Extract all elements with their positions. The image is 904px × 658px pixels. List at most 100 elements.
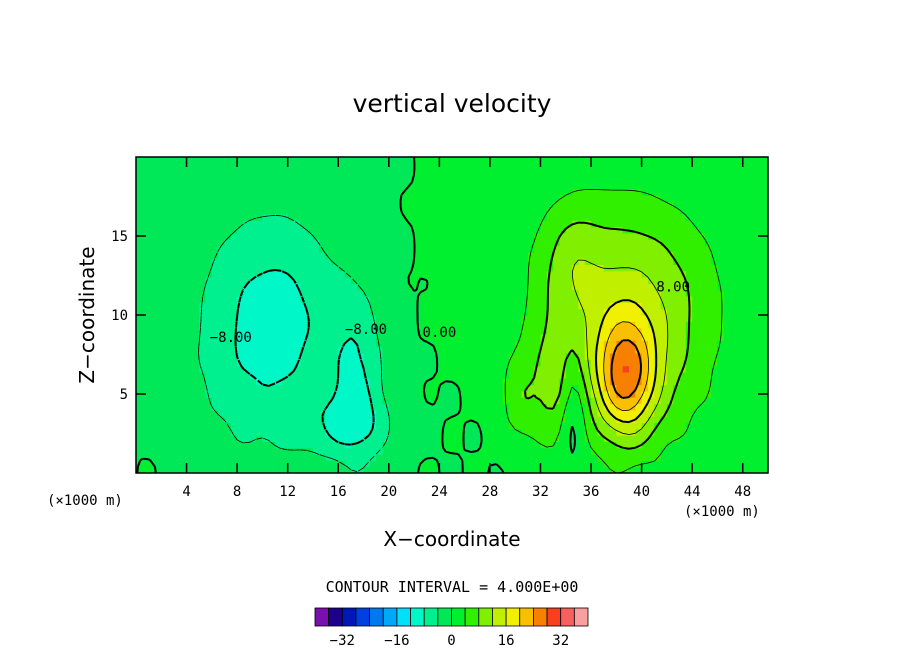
heatmap-cell xyxy=(445,251,453,259)
heatmap-cell xyxy=(489,359,497,367)
heatmap-cell xyxy=(401,251,409,259)
heatmap-cell xyxy=(306,239,314,247)
heatmap-cell xyxy=(464,270,472,278)
heatmap-cell xyxy=(502,232,510,240)
heatmap-cell xyxy=(136,371,143,379)
heatmap-cell xyxy=(180,226,188,234)
heatmap-cell xyxy=(591,365,598,373)
heatmap-cell xyxy=(616,327,624,335)
heatmap-cell xyxy=(433,315,440,322)
heatmap-cell xyxy=(553,321,561,329)
heatmap-cell xyxy=(603,460,611,468)
heatmap-cell xyxy=(698,441,706,449)
heatmap-cell xyxy=(470,340,478,348)
heatmap-cell xyxy=(357,308,365,316)
heatmap-cell xyxy=(382,340,390,348)
heatmap-cell xyxy=(742,163,750,171)
heatmap-cell xyxy=(527,308,535,316)
heatmap-cell xyxy=(243,340,251,348)
heatmap-cell xyxy=(641,239,649,247)
heatmap-cell xyxy=(610,175,617,183)
heatmap-cell xyxy=(173,460,181,468)
heatmap-cell xyxy=(641,182,649,190)
heatmap-cell xyxy=(711,390,719,398)
heatmap-cell xyxy=(218,346,226,354)
heatmap-cell xyxy=(382,277,390,284)
heatmap-cell xyxy=(477,466,485,473)
heatmap-cell xyxy=(692,371,700,379)
heatmap-cell xyxy=(496,163,504,171)
heatmap-cell xyxy=(597,182,605,190)
heatmap-cell xyxy=(136,182,143,190)
heatmap-cell xyxy=(382,346,390,354)
heatmap-cell xyxy=(553,220,561,228)
heatmap-cell xyxy=(312,258,320,266)
heatmap-cell xyxy=(628,270,636,278)
heatmap-cell xyxy=(477,365,485,373)
heatmap-cell xyxy=(578,296,586,303)
heatmap-cell xyxy=(262,371,270,379)
heatmap-cell xyxy=(211,169,219,177)
heatmap-cell xyxy=(654,226,662,234)
heatmap-cell xyxy=(584,207,592,215)
heatmap-cell xyxy=(376,239,384,247)
heatmap-cell xyxy=(325,390,333,398)
heatmap-cell xyxy=(243,264,251,272)
heatmap-cell xyxy=(445,327,453,335)
heatmap-cell xyxy=(565,321,573,329)
heatmap-cell xyxy=(698,194,706,202)
heatmap-cell xyxy=(167,175,175,183)
heatmap-cell xyxy=(414,428,421,436)
heatmap-cell xyxy=(142,283,150,291)
heatmap-cell xyxy=(218,188,226,196)
heatmap-cell xyxy=(173,321,181,329)
heatmap-cell xyxy=(312,365,320,373)
heatmap-cell xyxy=(458,441,466,449)
heatmap-cell xyxy=(148,289,156,297)
heatmap-cell xyxy=(654,213,662,221)
heatmap-cell xyxy=(275,403,282,411)
heatmap-cell xyxy=(515,460,523,468)
heatmap-cell xyxy=(755,296,763,303)
heatmap-cell xyxy=(186,239,194,247)
heatmap-cell xyxy=(742,365,750,373)
heatmap-cell xyxy=(306,454,314,461)
heatmap-cell xyxy=(736,226,744,234)
heatmap-cell xyxy=(527,188,535,196)
heatmap-cell xyxy=(268,460,276,468)
heatmap-cell xyxy=(673,251,681,259)
heatmap-cell xyxy=(211,220,219,228)
heatmap-cell xyxy=(325,416,333,424)
heatmap-cell xyxy=(388,460,396,468)
heatmap-cell xyxy=(401,441,409,449)
heatmap-cell xyxy=(521,378,529,386)
heatmap-cell xyxy=(287,207,295,215)
heatmap-cell xyxy=(521,283,529,291)
heatmap-cell xyxy=(591,352,598,360)
heatmap-cell xyxy=(142,321,150,329)
heatmap-cell xyxy=(692,441,700,449)
heatmap-cell xyxy=(414,258,421,266)
heatmap-cell xyxy=(338,264,346,272)
heatmap-cell xyxy=(357,201,365,209)
heatmap-cell xyxy=(546,333,554,341)
heatmap-cell xyxy=(218,359,226,367)
heatmap-cell xyxy=(395,188,403,196)
heatmap-cell xyxy=(154,239,162,247)
heatmap-cell xyxy=(420,302,428,310)
heatmap-cell xyxy=(685,359,693,367)
heatmap-cell xyxy=(458,321,466,329)
heatmap-cell xyxy=(464,182,472,190)
heatmap-cell xyxy=(628,201,636,209)
heatmap-cell xyxy=(414,416,421,424)
heatmap-cell xyxy=(306,232,314,240)
heatmap-cell xyxy=(167,239,175,247)
heatmap-cell xyxy=(572,213,579,221)
heatmap-cell xyxy=(458,245,466,253)
heatmap-cell xyxy=(565,346,573,354)
heatmap-cell xyxy=(382,308,390,316)
heatmap-cell xyxy=(578,258,586,266)
heatmap-cell xyxy=(136,428,143,436)
heatmap-cell xyxy=(167,296,175,303)
heatmap-cell xyxy=(401,384,409,392)
